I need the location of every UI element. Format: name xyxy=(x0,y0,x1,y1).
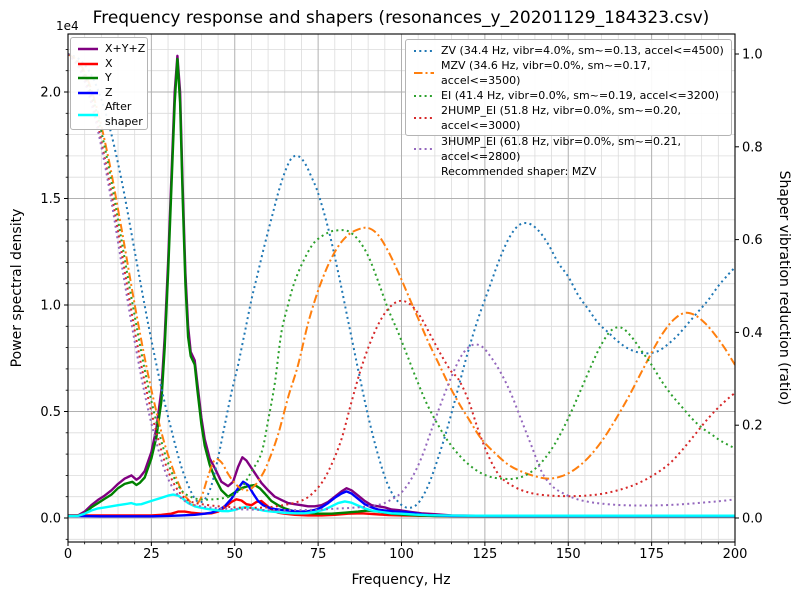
legend-swatch-dotted-line xyxy=(414,94,434,97)
legend-item: MZV (34.6 Hz, vibr=0.0%, sm~=0.17, accel… xyxy=(413,58,724,88)
psd-curve-y xyxy=(68,57,735,518)
psd-curve-after_shaper xyxy=(68,493,735,518)
x-tick-label: 125 xyxy=(472,547,497,562)
shaper-curve-hump2_ei xyxy=(68,53,735,509)
chart-title: Frequency response and shapers (resonanc… xyxy=(93,8,710,28)
legend-label: 2HUMP_EI (51.8 Hz, vibr=0.0%, sm~=0.20, … xyxy=(441,104,682,133)
y-right-tick-label: 0.6 xyxy=(742,233,763,248)
legend-label: X+Y+Z xyxy=(105,42,146,55)
psd-curve-z xyxy=(68,480,735,518)
y-axis-offset-label: 1e4 xyxy=(56,19,79,33)
legend-item: 2HUMP_EI (51.8 Hz, vibr=0.0%, sm~=0.20, … xyxy=(413,103,724,133)
legend-swatch-dashdot-line xyxy=(414,72,434,75)
shaper-curve-ei xyxy=(68,53,735,501)
x-tick-label: 25 xyxy=(143,547,160,562)
legend-label: Y xyxy=(105,71,112,85)
legend-label: 3HUMP_EI (61.8 Hz, vibr=0.0%, sm~=0.21, … xyxy=(441,134,682,163)
x-axis-label: Frequency, Hz xyxy=(351,572,450,588)
x-tick-label: 175 xyxy=(639,547,664,562)
legend-swatch-solid-line xyxy=(78,77,98,80)
y-left-tick-label: 1.0 xyxy=(40,299,61,314)
psd-curve-x xyxy=(68,498,735,518)
legend-swatch-dotted-line xyxy=(414,147,434,150)
y-left-tick-label: 0.0 xyxy=(40,512,61,527)
legend-item: 3HUMP_EI (61.8 Hz, vibr=0.0%, sm~=0.21, … xyxy=(413,134,724,164)
legend-label: After shaper xyxy=(105,100,143,128)
x-tick-label: 50 xyxy=(226,547,243,562)
axes-spines-ticks xyxy=(64,33,739,546)
legend-item: Recommended shaper: MZV xyxy=(413,164,724,179)
legend-item: After shaper xyxy=(77,100,143,129)
x-tick-label: 150 xyxy=(556,547,581,562)
legend-label: ZV (34.4 Hz, vibr=4.0%, sm~=0.13, accel<… xyxy=(441,44,724,57)
shaper-curve-hump3_ei xyxy=(68,53,735,512)
legend-swatch-solid-line xyxy=(78,62,98,66)
y-left-tick-label: 0.5 xyxy=(40,405,61,420)
x-tick-label: 200 xyxy=(723,547,748,562)
x-tick-label: 0 xyxy=(64,547,72,562)
y-right-tick-label: 0.8 xyxy=(742,140,763,155)
y-right-tick-label: 0.4 xyxy=(742,326,763,341)
y-axis-label-left: Power spectral density xyxy=(9,209,25,368)
legend-item: Z xyxy=(77,86,141,101)
legend-item: EI (41.4 Hz, vibr=0.0%, sm~=0.19, accel<… xyxy=(413,88,724,103)
legend-label: Z xyxy=(105,85,113,99)
legend-item: X+Y+Z xyxy=(77,42,145,57)
y-left-tick-label: 2.0 xyxy=(40,86,61,101)
shaper-curve-zv xyxy=(68,53,735,509)
y-axis-label-right: Shaper vibration reduction (ratio) xyxy=(776,171,792,406)
legend-label: Recommended shaper: MZV xyxy=(441,164,597,178)
legend-shapers: ZV (34.4 Hz, vibr=4.0%, sm~=0.13, accel<… xyxy=(405,39,732,178)
legend-swatch-dotted-line xyxy=(414,117,434,120)
x-tick-label: 100 xyxy=(389,547,414,562)
y-left-tick-label: 1.5 xyxy=(40,192,61,207)
legend-swatch-solid-line xyxy=(78,91,98,95)
legend-swatch-solid-line xyxy=(78,113,98,117)
tick-labels: 0 25 50 75 100 125 150 175 200 0.0 0.5 1.0 1.5 2.0 0.0… xyxy=(40,48,762,563)
legend-swatch-solid-line xyxy=(78,47,98,51)
legend-label: EI (41.4 Hz, vibr=0.0%, sm~=0.19, accel<… xyxy=(441,89,719,103)
legend-label: MZV (34.6 Hz, vibr=0.0%, sm~=0.17, accel… xyxy=(441,59,651,88)
y-right-tick-label: 1.0 xyxy=(742,48,763,63)
legend-item: Y xyxy=(77,71,141,86)
legend-item: X xyxy=(77,57,141,72)
y-right-tick-label: 0.0 xyxy=(742,512,763,527)
legend-swatch-dotted-line xyxy=(414,49,434,52)
legend-psd: X+Y+Z X Y Z After shaper xyxy=(70,37,148,130)
x-tick-label: 75 xyxy=(310,547,327,562)
data-curves xyxy=(68,53,735,518)
y-right-tick-label: 0.2 xyxy=(742,419,763,434)
shaper-curve-mzv xyxy=(68,53,735,507)
legend-label: X xyxy=(105,56,113,70)
legend-item: ZV (34.4 Hz, vibr=4.0%, sm~=0.13, accel<… xyxy=(413,43,724,58)
